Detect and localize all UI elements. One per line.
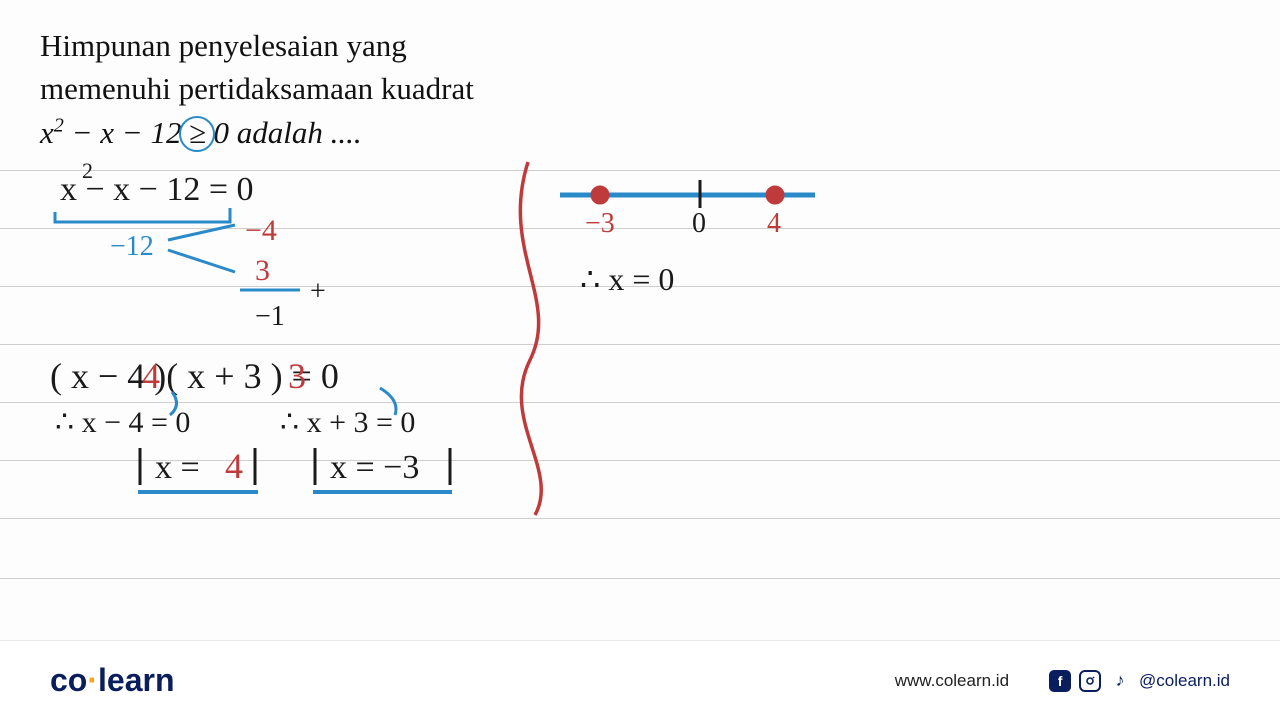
expr-after: 0 adalah ....	[213, 115, 361, 150]
instagram-icon	[1079, 670, 1101, 692]
footer-bar: co·learn www.colearn.id f ♪ @colearn.id	[0, 640, 1280, 720]
social-handle: @colearn.id	[1139, 671, 1230, 691]
ruled-paper	[0, 148, 1280, 578]
facebook-icon: f	[1049, 670, 1071, 692]
var-x: x	[40, 115, 54, 150]
brand-logo: co·learn	[50, 662, 174, 699]
ge-circled: ≥	[179, 116, 215, 152]
exp-2: 2	[54, 114, 64, 136]
site-url: www.colearn.id	[895, 671, 1009, 691]
question-line1: Himpunan penyelesaian yang	[40, 24, 474, 67]
expr-mid: − x − 12	[64, 115, 182, 150]
social-links: f ♪ @colearn.id	[1049, 670, 1230, 692]
logo-learn: learn	[98, 662, 174, 698]
question-expression: x2 − x − 12≥0 adalah ....	[40, 111, 474, 154]
tiktok-icon: ♪	[1109, 670, 1131, 692]
logo-co: co	[50, 662, 87, 698]
question-text: Himpunan penyelesaian yang memenuhi pert…	[40, 24, 474, 154]
logo-dot: ·	[87, 662, 98, 698]
question-line2: memenuhi pertidaksamaan kuadrat	[40, 67, 474, 110]
